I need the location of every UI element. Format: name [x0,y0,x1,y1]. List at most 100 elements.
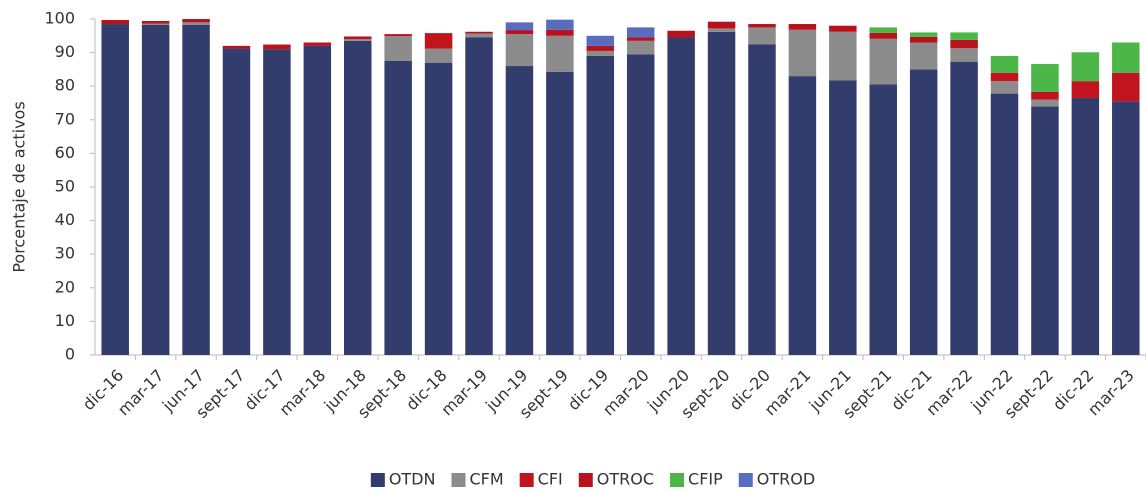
bar-segment [1112,72,1140,102]
bar-segment [950,32,978,40]
bar-segment [505,22,534,31]
bar-segment [869,32,897,39]
bar-segment [344,39,372,41]
bar-segment [586,55,615,356]
y-tick-label: 40 [55,210,75,229]
bar-segment [384,36,412,61]
bar-segment [263,44,291,50]
bar-segment [263,49,291,356]
bar-segment [788,76,817,356]
y-tick-label: 80 [55,76,75,95]
bar-segment [626,27,655,38]
bar-segment [141,24,170,355]
bar-segment [909,36,938,43]
bar-segment [303,42,332,46]
legend-label: CFIP [688,470,723,489]
bar-segment [909,69,938,356]
bar-segment [586,50,615,56]
bar-segment [505,66,534,355]
bar-segment [141,21,170,24]
bar-segment [222,45,251,49]
bar-segment [1031,106,1059,355]
bar-segment [586,35,615,46]
bar-segment [1071,52,1100,82]
legend-label: CFM [469,470,503,489]
bar-segment [424,48,453,63]
legend: OTDN CFM CFI OTROC CFIP OTROD [370,470,815,489]
bar-segment [788,24,817,30]
y-tick-label: 50 [55,177,75,196]
legend-swatch [451,473,466,487]
bar-segment [182,22,210,25]
y-tick-label: 0 [65,345,75,364]
bar-segment [465,37,493,355]
bar-segment [384,61,412,355]
bar-segment [303,45,332,355]
bar-segment [182,19,210,23]
bar-segment [141,23,170,25]
legend-swatch [738,473,753,487]
bar-segment [182,24,210,355]
bar-segment [546,35,574,72]
bar-segment [505,34,534,67]
bar-segment [950,48,978,62]
bar-segment [465,33,493,38]
y-tick-label: 10 [55,311,75,330]
y-tick-label: 20 [55,277,75,296]
bar-segment [1031,99,1059,107]
y-axis-title: Porcentaje de activos [10,101,29,272]
bar-segment [1031,91,1059,100]
bar-segment [950,61,978,356]
bar-segment [424,62,453,356]
bar-segment [869,27,897,33]
bar-segment [788,29,817,77]
bar-segment [950,39,978,49]
bar-segment [101,24,129,355]
bar-segment [909,42,938,70]
bar-segment [829,80,857,355]
bar-segment [424,33,453,49]
bar-segment [829,25,857,32]
bar-segment [748,24,776,28]
bar-segment [546,19,574,30]
legend-label: OTROD [757,470,815,489]
bar-segment [707,28,736,32]
bar-segment [1031,64,1059,92]
y-tick-label: 90 [55,42,75,61]
bar-segment [626,40,655,55]
bar-segment [505,30,534,35]
bar-segment [546,29,574,36]
x-tick-label: mar-20 [599,366,653,420]
legend-swatch [670,473,685,487]
bar-segment [344,40,372,356]
bar-segment [990,72,1019,82]
legend-swatch [519,473,534,487]
legend-swatch [578,473,593,487]
y-tick-label: 100 [44,9,75,28]
bar-segment [707,31,736,355]
bar-segment [101,20,129,25]
bar-segment [990,93,1019,355]
bar-segment [1112,101,1140,355]
bar-segment [626,37,655,41]
bar-segment [748,27,776,45]
bar-segment [748,44,776,355]
bar-segment [465,31,493,34]
y-tick-label: 70 [55,109,75,128]
bar-segment [546,71,574,355]
bar-segment [707,21,736,29]
x-tick-label: mar-18 [276,366,330,420]
x-tick-label: mar-17 [114,366,168,420]
bar-segment [1071,97,1100,356]
y-tick-label: 60 [55,143,75,162]
bar-segment [990,55,1019,73]
bar-segment [909,32,938,37]
bar-segment [667,37,695,355]
x-tick-label: mar-19 [437,366,491,420]
bar-segment [1071,81,1100,98]
legend-swatch [370,473,385,487]
legend-label: OTROC [597,470,654,489]
bar-segment [829,31,857,81]
bar-segment [869,38,897,85]
